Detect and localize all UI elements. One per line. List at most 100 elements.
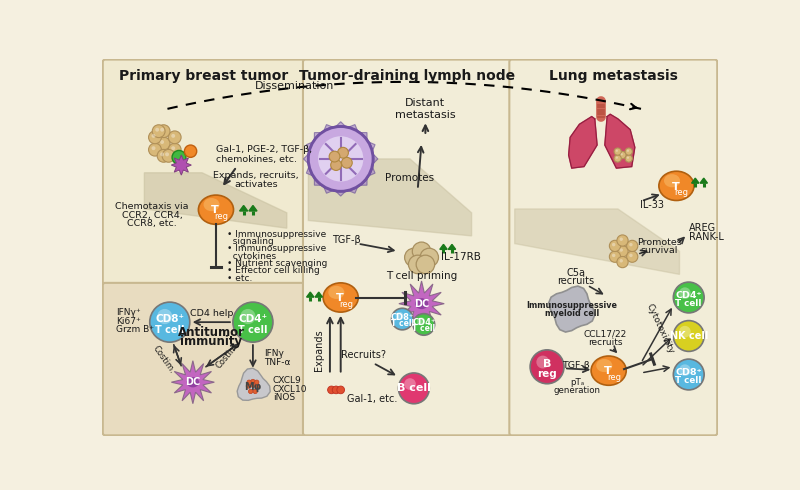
Circle shape (674, 320, 704, 351)
Circle shape (152, 125, 165, 138)
Text: CD8⁺: CD8⁺ (675, 368, 702, 377)
Text: DC: DC (414, 299, 429, 309)
Text: T cell: T cell (675, 376, 702, 385)
Text: • Effector cell killing: • Effector cell killing (226, 267, 319, 275)
Circle shape (151, 134, 155, 138)
Circle shape (157, 125, 170, 138)
Ellipse shape (591, 356, 626, 385)
Polygon shape (237, 368, 270, 400)
Polygon shape (308, 159, 472, 236)
Text: T: T (604, 367, 612, 376)
Circle shape (412, 242, 430, 261)
Text: CXCL9: CXCL9 (273, 376, 302, 385)
Circle shape (619, 151, 626, 159)
Text: TNF-α: TNF-α (264, 358, 290, 367)
Circle shape (417, 318, 426, 325)
Polygon shape (249, 205, 257, 211)
Text: T cell: T cell (155, 325, 185, 335)
Circle shape (621, 153, 622, 155)
Text: IL-17RB: IL-17RB (441, 252, 481, 263)
Text: Dissemination: Dissemination (255, 81, 334, 91)
Circle shape (171, 134, 175, 138)
Circle shape (338, 147, 349, 158)
Circle shape (157, 309, 172, 324)
Circle shape (157, 137, 170, 150)
Text: Promotes: Promotes (637, 238, 682, 246)
Circle shape (165, 152, 169, 156)
Circle shape (405, 248, 423, 267)
Polygon shape (144, 173, 287, 228)
Polygon shape (569, 117, 597, 168)
Text: CD4⁺: CD4⁺ (412, 318, 435, 327)
Text: Lung metastasis: Lung metastasis (549, 69, 678, 83)
Text: B cell: B cell (397, 383, 430, 393)
FancyBboxPatch shape (102, 60, 305, 284)
Text: TGF-β: TGF-β (562, 361, 590, 370)
Text: Gal-1, etc.: Gal-1, etc. (347, 394, 398, 404)
Text: CD4 help: CD4 help (190, 309, 233, 318)
Ellipse shape (659, 171, 694, 200)
Text: CD8⁺: CD8⁺ (155, 314, 184, 324)
Circle shape (149, 131, 162, 144)
Polygon shape (549, 286, 594, 332)
Text: T cell: T cell (675, 299, 702, 308)
Text: survival: survival (641, 246, 678, 255)
Circle shape (168, 143, 181, 156)
Text: Distant
metastasis: Distant metastasis (395, 98, 456, 120)
Circle shape (536, 356, 550, 368)
Text: pTₐ: pTₐ (570, 378, 584, 387)
Circle shape (308, 126, 373, 191)
Polygon shape (239, 205, 248, 211)
Circle shape (530, 350, 564, 384)
Circle shape (157, 149, 170, 162)
Circle shape (318, 136, 363, 181)
FancyBboxPatch shape (510, 60, 718, 435)
FancyBboxPatch shape (102, 283, 305, 435)
Circle shape (155, 128, 159, 132)
Text: Antitumor: Antitumor (178, 326, 245, 340)
Text: CCR8, etc.: CCR8, etc. (127, 219, 177, 228)
Polygon shape (605, 114, 635, 168)
Text: Mφ: Mφ (244, 382, 262, 392)
Text: CD4⁺: CD4⁺ (675, 291, 702, 300)
Text: activates: activates (234, 180, 278, 189)
Text: Tumor-draining lymph node: Tumor-draining lymph node (299, 69, 515, 83)
Circle shape (255, 384, 260, 388)
Polygon shape (171, 155, 191, 175)
Text: reg: reg (674, 188, 689, 197)
Circle shape (625, 155, 632, 162)
Polygon shape (440, 245, 447, 249)
Circle shape (674, 359, 704, 390)
Text: immunity: immunity (180, 335, 242, 348)
Text: Ki67⁺: Ki67⁺ (116, 317, 141, 326)
Circle shape (395, 312, 404, 320)
Circle shape (330, 160, 342, 171)
Circle shape (184, 145, 197, 157)
Polygon shape (171, 361, 214, 404)
Text: CD4⁺: CD4⁺ (238, 314, 267, 324)
Text: T cell: T cell (412, 324, 435, 333)
Text: C5a: C5a (566, 268, 585, 278)
Circle shape (250, 383, 255, 388)
Text: IFNγ: IFNγ (264, 349, 283, 358)
Text: CD8⁺: CD8⁺ (390, 313, 414, 322)
Circle shape (413, 314, 434, 335)
Circle shape (617, 256, 628, 268)
Text: Costim.: Costim. (151, 343, 176, 375)
Circle shape (171, 146, 175, 150)
Ellipse shape (596, 359, 612, 372)
Circle shape (332, 386, 340, 394)
Text: recruits: recruits (557, 276, 594, 286)
Circle shape (630, 254, 633, 257)
Text: IFNγ⁺: IFNγ⁺ (116, 308, 141, 318)
Text: reg: reg (537, 368, 557, 379)
Text: Immunosuppressive: Immunosuppressive (526, 301, 618, 310)
Circle shape (162, 149, 175, 162)
Text: T: T (672, 182, 679, 192)
Polygon shape (448, 245, 456, 249)
Circle shape (679, 326, 690, 338)
Text: reg: reg (339, 299, 353, 309)
Circle shape (626, 251, 638, 262)
Circle shape (610, 251, 621, 262)
Circle shape (328, 386, 335, 394)
